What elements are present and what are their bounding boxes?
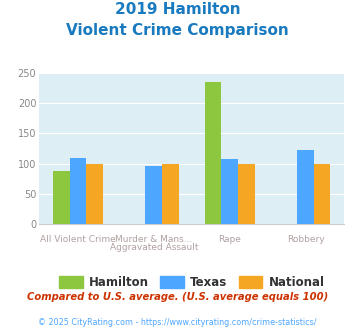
Text: Murder & Mans...: Murder & Mans... [115,235,192,244]
Bar [146,166,162,224]
Text: Rape: Rape [218,235,241,244]
Bar [86,164,103,224]
Text: All Violent Crime: All Violent Crime [40,235,116,244]
Bar [314,164,331,224]
Bar [162,164,179,224]
Bar [53,171,70,224]
Bar [238,164,255,224]
Text: Violent Crime Comparison: Violent Crime Comparison [66,23,289,38]
Text: Robbery: Robbery [286,235,324,244]
Text: © 2025 CityRating.com - https://www.cityrating.com/crime-statistics/: © 2025 CityRating.com - https://www.city… [38,318,317,327]
Bar [204,82,221,224]
Text: Compared to U.S. average. (U.S. average equals 100): Compared to U.S. average. (U.S. average … [27,292,328,302]
Bar [70,158,86,224]
Legend: Hamilton, Texas, National: Hamilton, Texas, National [59,276,324,289]
Text: Aggravated Assault: Aggravated Assault [110,243,198,251]
Text: 2019 Hamilton: 2019 Hamilton [115,2,240,16]
Bar [221,159,238,224]
Bar [297,150,314,224]
